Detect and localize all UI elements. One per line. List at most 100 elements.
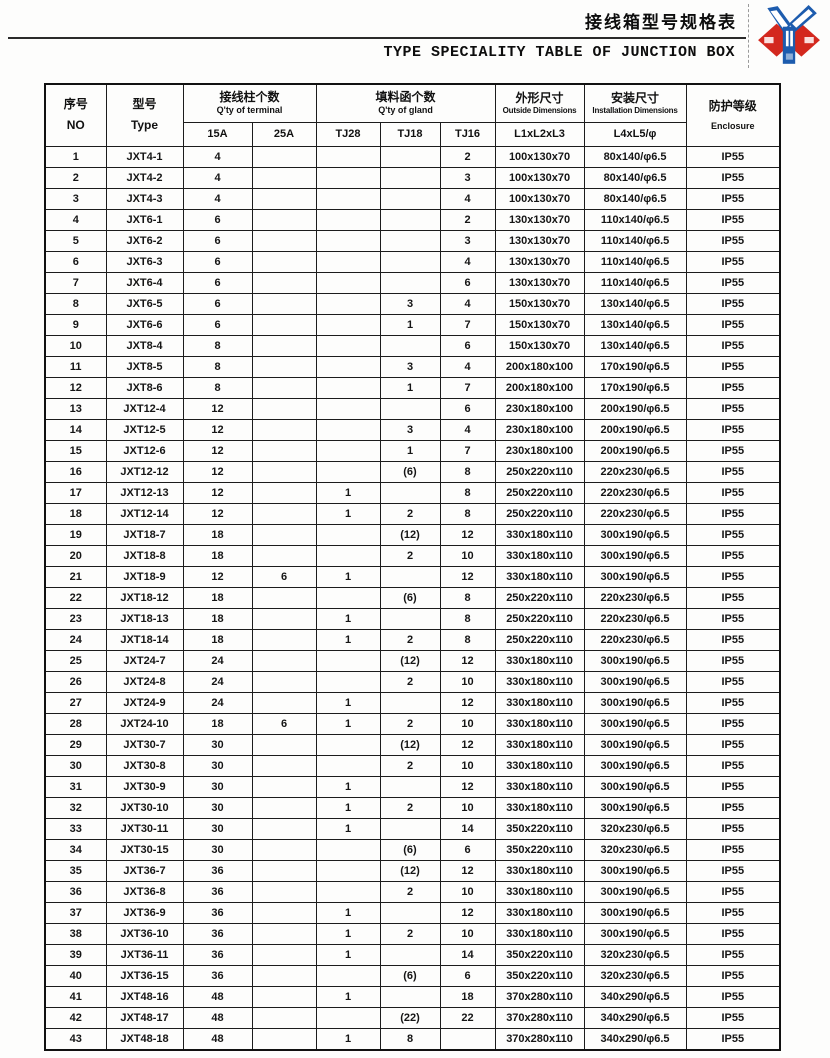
cell-outside-dim: 350x220x110 xyxy=(494,818,585,840)
table-row: 39 JXT36-11 36 1 14 350x220x110 320x230/φ6.5 IP… xyxy=(44,944,781,966)
cell-type: JXT12-13 xyxy=(105,482,184,504)
cell-15a: 12 xyxy=(182,419,253,441)
cell-type: JXT30-9 xyxy=(105,776,184,798)
cell-tj18 xyxy=(379,272,441,294)
table-row: 24 JXT18-14 18 1 2 8 250x220x110 220x230/φ6.5 IP… xyxy=(44,629,781,651)
cell-no: 7 xyxy=(44,272,107,294)
cell-15a: 30 xyxy=(182,755,253,777)
cell-tj28 xyxy=(315,587,381,609)
cell-tj18: 3 xyxy=(379,356,441,378)
cell-no: 11 xyxy=(44,356,107,378)
cell-25a xyxy=(251,629,317,651)
table-row: 1 JXT4-1 4 2 100x130x70 80x140/φ6.5 IP55 xyxy=(44,146,781,168)
cell-type: JXT12-6 xyxy=(105,440,184,462)
cell-install-dim: 340x290/φ6.5 xyxy=(583,1007,687,1029)
cell-tj28: 1 xyxy=(315,566,381,588)
cell-no: 4 xyxy=(44,209,107,231)
cell-25a xyxy=(251,209,317,231)
cell-tj28 xyxy=(315,272,381,294)
cell-tj16: 12 xyxy=(439,776,496,798)
cell-tj28: 1 xyxy=(315,944,381,966)
cell-install-dim: 340x290/φ6.5 xyxy=(583,1028,687,1051)
cell-enclosure: IP55 xyxy=(685,734,781,756)
cell-tj18 xyxy=(379,986,441,1008)
cell-tj16: 7 xyxy=(439,377,496,399)
cell-outside-dim: 230x180x100 xyxy=(494,440,585,462)
cell-no: 8 xyxy=(44,293,107,315)
cell-tj28 xyxy=(315,167,381,189)
table-row: 38 JXT36-10 36 1 2 10 330x180x110 300x190/φ6.5 I… xyxy=(44,923,781,945)
cell-tj16: 6 xyxy=(439,839,496,861)
cell-tj16: 10 xyxy=(439,755,496,777)
cell-no: 28 xyxy=(44,713,107,735)
header-gland-group: 填料函个数 Q'ty of gland xyxy=(315,83,496,123)
cell-tj18: 2 xyxy=(379,671,441,693)
cell-25a xyxy=(251,608,317,630)
cell-25a xyxy=(251,755,317,777)
cell-no: 1 xyxy=(44,146,107,168)
cell-tj28: 1 xyxy=(315,713,381,735)
table-row: 14 JXT12-5 12 3 4 230x180x100 200x190/φ6.5 IP55 xyxy=(44,419,781,441)
table-row: 32 JXT30-10 30 1 2 10 330x180x110 300x190/φ6.5 I… xyxy=(44,797,781,819)
cell-tj18 xyxy=(379,818,441,840)
cell-enclosure: IP55 xyxy=(685,293,781,315)
cell-no: 38 xyxy=(44,923,107,945)
cell-tj18 xyxy=(379,167,441,189)
cell-tj18 xyxy=(379,692,441,714)
cell-install-dim: 80x140/φ6.5 xyxy=(583,167,687,189)
cell-25a xyxy=(251,776,317,798)
cell-install-dim: 300x190/φ6.5 xyxy=(583,524,687,546)
header-installation-dimensions: 安装尺寸 Installation Dimensions xyxy=(583,83,687,123)
cell-25a xyxy=(251,944,317,966)
table-row: 40 JXT36-15 36 (6) 6 350x220x110 320x230/φ6.5 I… xyxy=(44,965,781,987)
cell-no: 21 xyxy=(44,566,107,588)
table-row: 6 JXT6-3 6 4 130x130x70 110x140/φ6.5 IP55 xyxy=(44,251,781,273)
cell-enclosure: IP55 xyxy=(685,797,781,819)
cell-outside-dim: 250x220x110 xyxy=(494,587,585,609)
cell-enclosure: IP55 xyxy=(685,860,781,882)
table-row: 5 JXT6-2 6 3 130x130x70 110x140/φ6.5 IP55 xyxy=(44,230,781,252)
table-row: 26 JXT24-8 24 2 10 330x180x110 300x190/φ6.5 IP5… xyxy=(44,671,781,693)
cell-enclosure: IP55 xyxy=(685,713,781,735)
cell-tj18 xyxy=(379,776,441,798)
cell-tj18: 2 xyxy=(379,755,441,777)
cell-25a xyxy=(251,545,317,567)
header-no: 序号 NO xyxy=(44,83,107,147)
cell-tj18: 2 xyxy=(379,545,441,567)
cell-25a xyxy=(251,965,317,987)
cell-enclosure: IP55 xyxy=(685,230,781,252)
cell-type: JXT24-7 xyxy=(105,650,184,672)
cell-15a: 12 xyxy=(182,461,253,483)
cell-outside-dim: 230x180x100 xyxy=(494,398,585,420)
cell-25a xyxy=(251,692,317,714)
cell-15a: 18 xyxy=(182,587,253,609)
cell-tj28 xyxy=(315,146,381,168)
cell-tj16: 10 xyxy=(439,545,496,567)
table-row: 41 JXT48-16 48 1 18 370x280x110 340x290/φ6.5 IP… xyxy=(44,986,781,1008)
cell-tj28: 1 xyxy=(315,902,381,924)
cell-25a: 6 xyxy=(251,566,317,588)
cell-tj16: 12 xyxy=(439,650,496,672)
cell-15a: 8 xyxy=(182,335,253,357)
cell-15a: 8 xyxy=(182,356,253,378)
cell-tj28 xyxy=(315,461,381,483)
cell-outside-dim: 350x220x110 xyxy=(494,944,585,966)
cell-outside-dim: 330x180x110 xyxy=(494,881,585,903)
cell-tj28: 1 xyxy=(315,482,381,504)
cell-tj28: 1 xyxy=(315,503,381,525)
cell-type: JXT30-10 xyxy=(105,797,184,819)
cell-outside-dim: 330x180x110 xyxy=(494,755,585,777)
table-row: 20 JXT18-8 18 2 10 330x180x110 300x190/φ6.5 IP5… xyxy=(44,545,781,567)
cell-tj28 xyxy=(315,524,381,546)
cell-15a: 48 xyxy=(182,986,253,1008)
cell-no: 33 xyxy=(44,818,107,840)
cell-no: 5 xyxy=(44,230,107,252)
cell-outside-dim: 330x180x110 xyxy=(494,650,585,672)
table-row: 3 JXT4-3 4 4 100x130x70 80x140/φ6.5 IP55 xyxy=(44,188,781,210)
cell-25a xyxy=(251,293,317,315)
cell-15a: 36 xyxy=(182,965,253,987)
cell-enclosure: IP55 xyxy=(685,881,781,903)
brand-logo-icon xyxy=(758,5,820,64)
cell-tj18 xyxy=(379,230,441,252)
cell-tj18: (12) xyxy=(379,860,441,882)
